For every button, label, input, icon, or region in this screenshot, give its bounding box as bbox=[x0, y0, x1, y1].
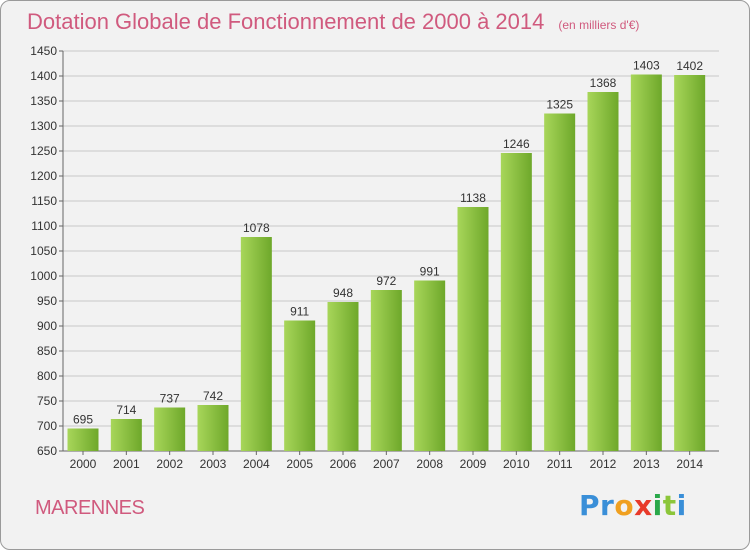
bar-2014 bbox=[674, 75, 706, 451]
bar-2012 bbox=[587, 92, 619, 451]
value-label: 1325 bbox=[546, 98, 573, 112]
y-tick-label: 700 bbox=[37, 419, 57, 433]
title-text: Dotation Globale de Fonctionnement de 20… bbox=[27, 9, 545, 34]
value-label: 1368 bbox=[590, 76, 617, 90]
y-tick-label: 1100 bbox=[31, 219, 57, 233]
x-tick-label: 2012 bbox=[590, 457, 617, 471]
x-tick-label: 2003 bbox=[200, 457, 227, 471]
value-label: 991 bbox=[420, 265, 440, 279]
bar-2006 bbox=[327, 302, 359, 451]
labels: 650 700 750 800 850 900 950 1000 1050 1100 1150 120… bbox=[30, 44, 703, 471]
bar-2013 bbox=[630, 74, 662, 451]
unit-note: (en milliers d'€) bbox=[558, 18, 640, 32]
y-tick-label: 1050 bbox=[30, 244, 57, 258]
y-tick-label: 1200 bbox=[30, 169, 57, 183]
value-label: 911 bbox=[290, 305, 309, 319]
value-label: 948 bbox=[333, 286, 353, 300]
logo-letter: r bbox=[600, 489, 615, 522]
x-tick-label: 2013 bbox=[633, 457, 660, 471]
value-label: 737 bbox=[160, 392, 180, 406]
bar-2002 bbox=[154, 407, 186, 451]
x-tick-label: 2006 bbox=[330, 457, 357, 471]
city-name: MARENNES bbox=[35, 497, 145, 519]
bar-2007 bbox=[370, 290, 402, 451]
y-tick-label: 850 bbox=[37, 344, 57, 358]
y-tick-label: 650 bbox=[37, 444, 57, 458]
value-label: 695 bbox=[73, 413, 93, 427]
x-tick-label: 2002 bbox=[156, 457, 183, 471]
x-tick-label: 2008 bbox=[416, 457, 443, 471]
y-tick-label: 1300 bbox=[30, 119, 57, 133]
y-tick-label: 750 bbox=[37, 394, 57, 408]
x-tick-label: 2010 bbox=[503, 457, 530, 471]
bars bbox=[67, 74, 706, 451]
chart-title: Dotation Globale de Fonctionnement de 20… bbox=[27, 9, 639, 35]
x-tick-label: 2014 bbox=[676, 457, 703, 471]
logo-letter: o bbox=[614, 489, 635, 522]
proxiti-logo: Proxiti bbox=[579, 489, 687, 522]
y-tick-label: 800 bbox=[37, 369, 57, 383]
y-tick-label: 900 bbox=[37, 319, 57, 333]
bar-2005 bbox=[284, 320, 316, 451]
value-label: 1246 bbox=[503, 137, 530, 151]
logo-letter: i bbox=[676, 489, 687, 522]
bar-2008 bbox=[414, 280, 446, 451]
logo-letter: t bbox=[662, 489, 677, 522]
value-label: 742 bbox=[203, 389, 223, 403]
y-tick-label: 1400 bbox=[30, 69, 57, 83]
bar-2011 bbox=[544, 113, 576, 451]
value-label: 1402 bbox=[676, 59, 703, 73]
y-tick-label: 1150 bbox=[31, 194, 57, 208]
y-tick-label: 1350 bbox=[30, 94, 57, 108]
logo-letter: P bbox=[579, 489, 601, 522]
logo-letter: x bbox=[634, 489, 653, 522]
x-tick-label: 2000 bbox=[70, 457, 97, 471]
x-tick-label: 2004 bbox=[243, 457, 270, 471]
y-tick-label: 1250 bbox=[30, 144, 57, 158]
bar-2010 bbox=[500, 153, 532, 451]
bar-2003 bbox=[197, 405, 229, 451]
value-label: 972 bbox=[376, 274, 396, 288]
bar-2000 bbox=[67, 428, 99, 451]
value-label: 1138 bbox=[460, 191, 486, 205]
x-tick-label: 2001 bbox=[113, 457, 140, 471]
value-label: 1078 bbox=[243, 221, 270, 235]
bar-2001 bbox=[110, 419, 142, 451]
bar-2004 bbox=[240, 237, 272, 451]
x-tick-label: 2009 bbox=[460, 457, 487, 471]
x-tick-label: 2011 bbox=[547, 457, 573, 471]
x-tick-label: 2005 bbox=[286, 457, 313, 471]
x-tick-label: 2007 bbox=[373, 457, 400, 471]
bar-2009 bbox=[457, 207, 489, 451]
y-tick-label: 1450 bbox=[30, 44, 57, 58]
value-label: 714 bbox=[116, 403, 136, 417]
y-tick-label: 1000 bbox=[30, 269, 57, 283]
logo-letter: i bbox=[652, 489, 663, 522]
value-label: 1403 bbox=[633, 59, 660, 73]
y-tick-label: 950 bbox=[37, 294, 57, 308]
